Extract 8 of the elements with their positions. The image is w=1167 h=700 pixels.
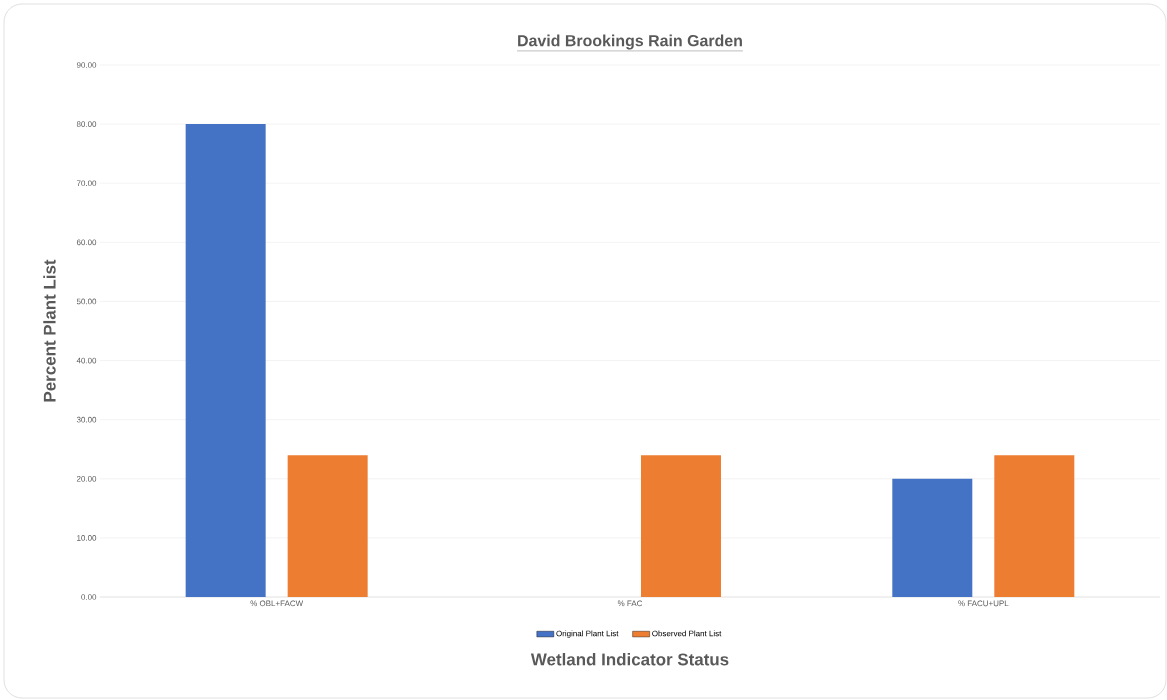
bar xyxy=(185,124,266,597)
bar xyxy=(287,455,368,597)
bar xyxy=(640,455,721,597)
bar xyxy=(892,478,973,597)
x-axis-title: Wetland Indicator Status xyxy=(530,653,729,666)
bar xyxy=(994,455,1075,597)
y-axis-title: Percent Plant List xyxy=(43,259,56,402)
chart-title: David Brookings Rain Garden xyxy=(518,34,742,50)
